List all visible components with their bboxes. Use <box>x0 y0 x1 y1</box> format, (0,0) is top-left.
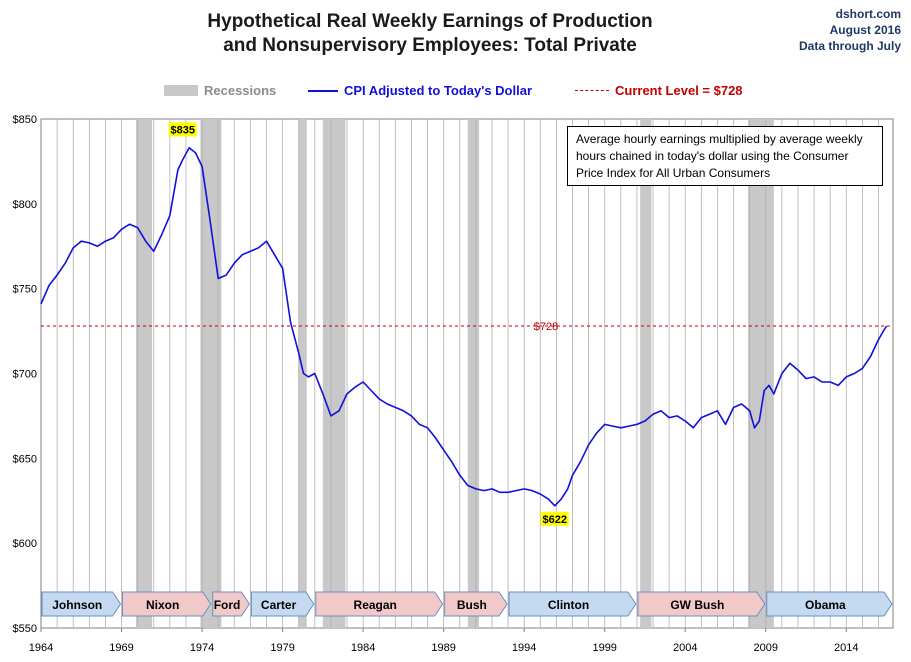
annotation-label-0: $835 <box>170 124 194 136</box>
x-tick-label-1999: 1999 <box>592 642 616 654</box>
x-tick-label-1979: 1979 <box>270 642 294 654</box>
x-tick-label-1969: 1969 <box>109 642 133 654</box>
chart-title-line1: Hypothetical Real Weekly Earnings of Pro… <box>207 11 653 32</box>
current-level-label: $728 <box>534 321 558 333</box>
annotation-bg-0 <box>168 122 197 137</box>
president-arrow-5 <box>444 591 508 617</box>
source-through: Data through July <box>798 39 901 53</box>
x-tick-label-2009: 2009 <box>754 642 778 654</box>
president-arrow-2 <box>212 591 250 617</box>
y-tick-label-600: $600 <box>13 538 37 550</box>
president-arrow-4 <box>315 591 444 617</box>
president-arrow-8 <box>766 591 893 617</box>
y-tick-label-800: $800 <box>13 199 37 211</box>
recession-band-3 <box>322 119 346 628</box>
president-label-6: Clinton <box>548 598 589 612</box>
president-label-1: Nixon <box>146 598 179 612</box>
source-date: August 2016 <box>829 23 901 37</box>
recession-band-5 <box>640 119 652 628</box>
chart-title-line2: and Nonsupervisory Employees: Total Priv… <box>223 35 637 56</box>
president-arrow-6 <box>508 591 637 617</box>
x-tick-label-2014: 2014 <box>834 642 858 654</box>
legend-current: Current Level = $728 <box>575 83 743 98</box>
legend-series-swatch <box>308 89 338 92</box>
president-arrow-1 <box>122 591 212 617</box>
x-tick-label-1974: 1974 <box>190 642 214 654</box>
president-arrow-0 <box>41 591 122 617</box>
source-site: dshort.com <box>835 7 901 21</box>
legend-recessions-label: Recessions <box>204 83 277 98</box>
recession-band-4 <box>467 119 480 628</box>
legend-recession-swatch <box>164 85 198 96</box>
chart-title: Hypothetical Real Weekly Earnings of Pro… <box>150 10 710 58</box>
y-tick-label-650: $650 <box>13 453 37 465</box>
legend-current-label: Current Level = $728 <box>615 83 743 98</box>
x-tick-label-1994: 1994 <box>512 642 536 654</box>
x-tick-label-1989: 1989 <box>431 642 455 654</box>
legend: Recessions CPI Adjusted to Today's Dolla… <box>0 83 911 103</box>
legend-series: CPI Adjusted to Today's Dollar <box>308 83 532 98</box>
recession-band-1 <box>200 119 222 628</box>
president-label-0: Johnson <box>52 598 102 612</box>
president-label-5: Bush <box>457 598 487 612</box>
recession-band-6 <box>748 119 774 628</box>
president-label-2: Ford <box>214 598 241 612</box>
y-tick-label-550: $550 <box>13 623 37 635</box>
legend-current-swatch <box>575 90 609 91</box>
president-label-8: Obama <box>805 598 846 612</box>
recession-band-0 <box>136 119 153 628</box>
x-tick-label-2004: 2004 <box>673 642 697 654</box>
x-tick-label-1964: 1964 <box>29 642 53 654</box>
chart-note: Average hourly earnings multiplied by av… <box>567 126 883 186</box>
president-label-4: Reagan <box>354 598 397 612</box>
annotation-bg-1 <box>540 511 569 526</box>
y-tick-label-850: $850 <box>13 114 37 126</box>
annotation-label-1: $622 <box>543 514 567 526</box>
president-arrow-3 <box>250 591 315 617</box>
president-label-7: GW Bush <box>670 598 724 612</box>
president-arrow-7 <box>637 591 766 617</box>
president-label-3: Carter <box>261 598 297 612</box>
y-tick-label-750: $750 <box>13 284 37 296</box>
series-line <box>40 147 888 507</box>
source-block: dshort.com August 2016 Data through July <box>799 6 901 54</box>
legend-recessions: Recessions <box>164 83 276 98</box>
legend-series-label: CPI Adjusted to Today's Dollar <box>344 83 532 98</box>
x-tick-label-1984: 1984 <box>351 642 375 654</box>
y-tick-label-700: $700 <box>13 369 37 381</box>
